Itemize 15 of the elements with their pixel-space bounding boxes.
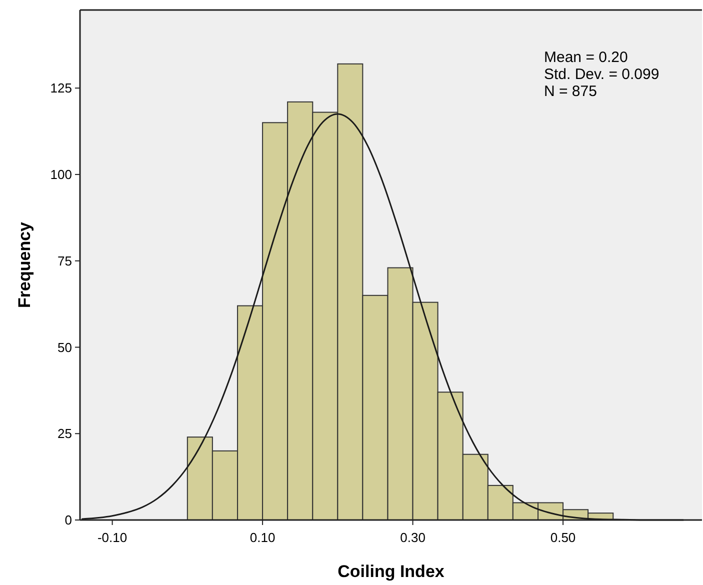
annotation: N = 875 [544, 83, 597, 100]
annotation: Mean = 0.20 [544, 49, 628, 66]
y-tick-label: 25 [58, 426, 72, 442]
y-tick-label: 75 [58, 253, 72, 268]
x-axis-title: Coiling Index [338, 562, 445, 581]
x-tick-label: 0.30 [400, 530, 426, 545]
x-tick-label: 0.10 [250, 530, 276, 545]
y-tick-label: 50 [58, 340, 72, 355]
y-tick-label: 125 [50, 80, 72, 96]
x-tick-label: 0.50 [550, 530, 576, 545]
annotation: Std. Dev. = 0.099 [544, 66, 660, 83]
y-axis-title: Frequency [15, 221, 34, 308]
x-tick-label: -0.10 [97, 530, 128, 545]
y-tick-label: 100 [50, 167, 72, 182]
y-tick-label: 0 [64, 512, 72, 528]
